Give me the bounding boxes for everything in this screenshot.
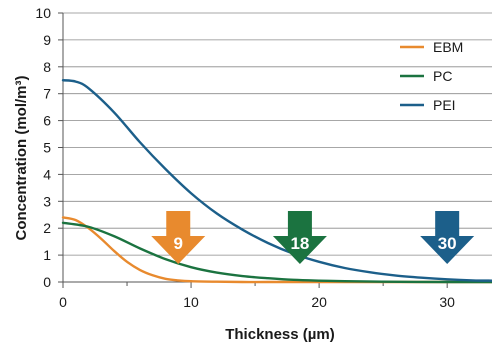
series-line-ebm: [61, 216, 492, 284]
x-tick-label-30: 30: [439, 294, 455, 310]
arrow-9: [151, 211, 206, 264]
x-tick-label-0: 0: [59, 294, 67, 310]
legend-label-ebm: EBM: [433, 39, 463, 55]
y-tick-label-7: 7: [43, 86, 51, 102]
y-tick-label-4: 4: [43, 166, 51, 182]
x-tick-label-20: 20: [311, 294, 327, 310]
series-lines: [61, 79, 492, 284]
y-tick-label-1: 1: [43, 247, 51, 263]
y-tick-label-5: 5: [43, 140, 51, 156]
y-tick-label-2: 2: [43, 220, 51, 236]
legend-label-pc: PC: [433, 68, 452, 84]
annotation-arrows: 9 18 30: [151, 211, 475, 264]
arrow-30: [420, 211, 475, 264]
series-line-pc: [61, 221, 492, 284]
arrow-label-30: 30: [438, 234, 457, 253]
y-axis-title: Concentration (mol/m³): [13, 76, 30, 241]
y-tick-label-0: 0: [43, 274, 51, 290]
series-line-pei: [61, 79, 492, 282]
grid-lines: [63, 12, 492, 256]
legend: EBM PC PEI: [400, 39, 463, 113]
y-tick-label-10: 10: [35, 5, 51, 21]
arrow-18: [272, 211, 327, 264]
y-tick-label-6: 6: [43, 113, 51, 129]
y-tick-label-9: 9: [43, 32, 51, 48]
y-tick-label-3: 3: [43, 193, 51, 209]
x-axis-title: Thickness (µm): [225, 326, 335, 343]
arrow-label-9: 9: [174, 234, 183, 253]
y-tick-label-8: 8: [43, 59, 51, 75]
axes: 0 1 2 3 4 5 6 7 8 9 10 0 10 20 30: [35, 5, 492, 310]
arrow-label-18: 18: [290, 234, 309, 253]
x-tick-label-10: 10: [183, 294, 199, 310]
legend-label-pei: PEI: [433, 97, 456, 113]
